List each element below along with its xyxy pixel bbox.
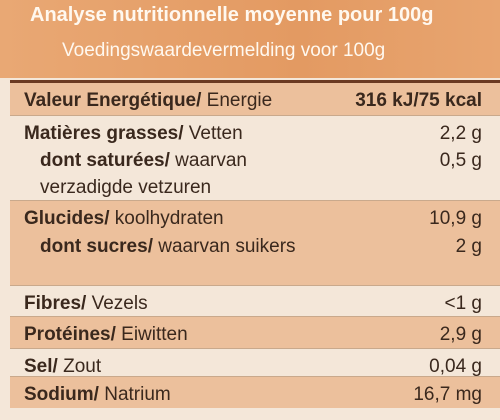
row-value: <1 g <box>444 293 482 314</box>
label-bold: dont sucres/ <box>40 236 153 257</box>
table-row: Sodium/ Natrium 16,7 mg <box>10 376 500 408</box>
table-row: Glucides/ koolhydraten 10,9 g <box>10 200 500 229</box>
row-value: 16,7 mg <box>413 384 482 405</box>
row-label: Matières grasses/ Vetten <box>24 120 243 147</box>
row-value: 2,2 g <box>439 123 482 144</box>
label-bold: Sel/ <box>24 356 58 377</box>
table-row: Valeur Energétique/ Energie 316 kJ/75 kca… <box>10 83 500 115</box>
table-row: dont saturées/ waarvan verzadigde vetzur… <box>10 143 500 200</box>
label-bold: Protéines/ <box>24 324 116 345</box>
nutrition-table: Valeur Energétique/ Energie 316 kJ/75 kca… <box>10 80 500 408</box>
label-text: Vetten <box>183 123 243 144</box>
row-value: 0,04 g <box>429 356 482 377</box>
title: Analyse nutritionnelle moyenne pour 100g <box>30 4 434 26</box>
label-text: koolhydraten <box>109 208 224 229</box>
row-value: 2 g <box>455 236 482 257</box>
label-bold: Matières grasses/ <box>24 123 184 144</box>
row-label: Glucides/ koolhydraten <box>24 205 224 232</box>
row-label: Valeur Energétique/ Energie <box>24 87 272 114</box>
label-text: Natrium <box>98 384 171 405</box>
row-label: dont saturées/ waarvan verzadigde vetzur… <box>24 147 300 201</box>
label-bold: Fibres/ <box>24 293 87 314</box>
label-bold: dont saturées/ <box>40 150 170 171</box>
label-bold: Glucides/ <box>24 208 110 229</box>
row-label: Sodium/ Natrium <box>24 381 171 408</box>
table-row: Protéines/ Eiwitten 2,9 g <box>10 316 500 348</box>
table-row: Fibres/ Vezels <1 g <box>10 285 500 316</box>
table-row: Sel/ Zout 0,04 g <box>10 348 500 377</box>
row-label: Sel/ Zout <box>24 353 101 380</box>
label-text: Zout <box>57 356 102 377</box>
row-label: Protéines/ Eiwitten <box>24 321 188 348</box>
label-bold: Valeur Energétique/ <box>24 90 202 111</box>
label-text: Eiwitten <box>115 324 188 345</box>
label-bold: Sodium/ <box>24 384 99 405</box>
row-value: 10,9 g <box>429 208 482 229</box>
table-row: dont sucres/ waarvan suikers 2 g <box>10 229 500 285</box>
row-value: 0,5 g <box>439 150 482 171</box>
label-text: Energie <box>201 90 273 111</box>
subtitle: Voedingswaardevermelding voor 100g <box>62 40 386 61</box>
row-label: Fibres/ Vezels <box>24 290 148 317</box>
row-value: 316 kJ/75 kcal <box>355 90 482 111</box>
row-label: dont sucres/ waarvan suikers <box>24 233 300 260</box>
label-text: waarvan verzadigde vetzuren <box>40 150 247 198</box>
table-row: Matières grasses/ Vetten 2,2 g <box>10 115 500 144</box>
label-text: waarvan suikers <box>152 236 296 257</box>
header: Analyse nutritionnelle moyenne pour 100g… <box>0 0 500 78</box>
row-value: 2,9 g <box>439 324 482 345</box>
label-text: Vezels <box>86 293 148 314</box>
